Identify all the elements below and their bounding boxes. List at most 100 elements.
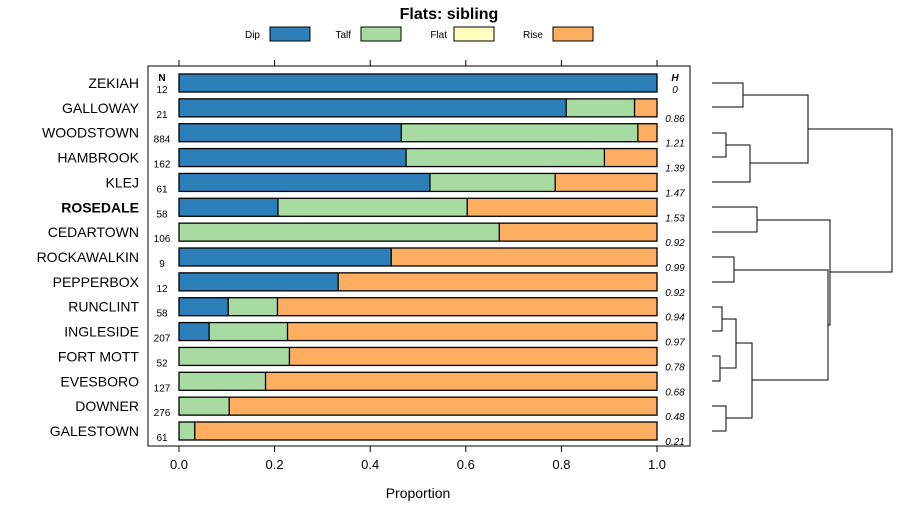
h-value: 1.53 (665, 213, 685, 224)
plot-frame (147, 65, 691, 447)
bar-segment-talf (179, 397, 230, 416)
n-value: 9 (159, 259, 165, 270)
category-label: HAMBROOK (57, 150, 139, 166)
dendrogram-branch (726, 342, 753, 419)
h-value: 0.99 (665, 263, 685, 274)
bar-segment-rise (229, 397, 657, 416)
bar-segment-rise (287, 322, 657, 341)
category-label: GALESTOWN (50, 423, 139, 439)
bar-segment-talf (179, 223, 500, 242)
bar-outline (178, 172, 658, 193)
bar-segment-rise (194, 421, 658, 440)
category-label: FORT MOTT (58, 348, 140, 364)
category-label: DOWNER (75, 398, 139, 414)
bar-segment-talf (179, 421, 195, 440)
category-label: ROSEDALE (61, 199, 139, 215)
category-label: PEPPERBOX (53, 274, 140, 290)
bar-segment-dip (179, 272, 339, 291)
n-value: 884 (154, 135, 171, 146)
h-value: 0.21 (665, 437, 684, 448)
bar-row-runclint: RUNCLINT 58 0.94 (68, 297, 685, 324)
bar-row-rosedale: ROSEDALE 58 1.53 (61, 197, 685, 224)
dendrogram-branch (712, 306, 723, 332)
legend-label-flat: Flat (430, 30, 447, 41)
x-tick-label: 0.6 (457, 457, 475, 472)
category-label: WOODSTOWN (42, 125, 139, 141)
category-label: EVESBORO (60, 373, 139, 389)
bar-row-fort-mott: FORT MOTT 52 0.78 (58, 346, 685, 373)
n-value: 61 (156, 433, 168, 444)
bar-segment-dip (179, 297, 229, 316)
bar-segment-rise (499, 223, 657, 242)
category-label: ROCKAWALKIN (37, 249, 139, 265)
bar-segment-rise (555, 173, 657, 192)
bar-outline (178, 222, 658, 242)
bar-row-klej: KLEJ 61 1.47 (106, 172, 685, 199)
category-label: GALLOWAY (62, 100, 140, 116)
dendrogram-branch (712, 82, 744, 108)
bar-segment-dip (179, 98, 567, 117)
bar-segment-rise (265, 372, 657, 391)
dendrogram-branch (757, 219, 831, 326)
bar-segment-talf (179, 372, 266, 391)
h-value: 0.92 (665, 238, 685, 249)
h-value: 0.68 (665, 387, 685, 398)
n-value: 52 (156, 358, 168, 369)
bar-segment-talf (179, 347, 290, 366)
bar-outline (178, 371, 658, 391)
category-label: RUNCLINT (68, 299, 139, 315)
bar-segment-rise (604, 148, 657, 167)
bar-row-evesboro: EVESBORO 127 0.68 (60, 371, 685, 398)
category-label: CEDARTOWN (48, 224, 139, 240)
bar-outline (178, 73, 658, 93)
h-value: 0 (672, 85, 678, 96)
bar-segment-dip (179, 74, 657, 92)
bar-row-woodstown: WOODSTOWN 884 1.21 (42, 123, 685, 150)
h-value: 0.48 (665, 412, 685, 423)
legend: Dip Talf Flat Rise (245, 26, 594, 42)
dendrogram-branch (712, 355, 721, 382)
n-value: 207 (154, 334, 171, 345)
x-tick-label: 0.8 (552, 457, 570, 472)
bar-row-hambrook: HAMBROOK 162 1.39 (57, 147, 685, 175)
bar-segment-talf (429, 173, 556, 192)
bar-segment-dip (179, 173, 430, 192)
category-label: ZEKIAH (88, 75, 139, 91)
bar-segment-dip (179, 322, 210, 341)
h-value: 0.78 (665, 362, 685, 373)
bar-outline (178, 297, 658, 317)
legend-label-dip: Dip (245, 30, 260, 41)
bar-segment-rise (634, 98, 657, 117)
n-value: 127 (154, 383, 171, 394)
n-value: 276 (154, 408, 171, 419)
x-tick-label: 0.4 (361, 457, 379, 472)
bar-segment-talf (401, 123, 638, 142)
h-value: 0.92 (665, 288, 685, 299)
bar-outline (178, 98, 658, 118)
dendrogram-branch (743, 94, 809, 164)
n-value: 58 (156, 309, 168, 320)
n-value: 12 (156, 85, 168, 96)
bar-segment-rise (391, 247, 657, 266)
bar-row-galestown: GALESTOWN 61 0.21 (50, 421, 685, 448)
bar-row-rockawalkin: ROCKAWALKIN 9 0.99 (37, 247, 685, 274)
dendrogram-branch (712, 405, 727, 432)
bar-outline (178, 272, 658, 292)
bar-segment-talf (566, 98, 635, 117)
bar-segment-rise (289, 347, 657, 366)
legend-swatch-flat (453, 26, 495, 42)
legend-swatch-rise (552, 26, 594, 42)
x-axis-label: Proportion (386, 485, 451, 501)
bar-outline (178, 197, 658, 217)
x-tick-label: 1.0 (648, 457, 666, 472)
legend-swatch-talf (360, 26, 402, 42)
h-value: 1.21 (665, 139, 684, 150)
n-value: 106 (154, 234, 171, 245)
x-axis: 0.0 0.2 0.4 0.6 0.8 1.0 (170, 60, 666, 472)
bar-outline (178, 321, 658, 342)
x-tick-label: 0.2 (266, 457, 284, 472)
bar-row-ingleside: INGLESIDE 207 0.97 (64, 321, 685, 349)
bar-row-galloway: GALLOWAY 21 0.86 (62, 98, 685, 125)
h-value: 1.39 (665, 164, 685, 175)
